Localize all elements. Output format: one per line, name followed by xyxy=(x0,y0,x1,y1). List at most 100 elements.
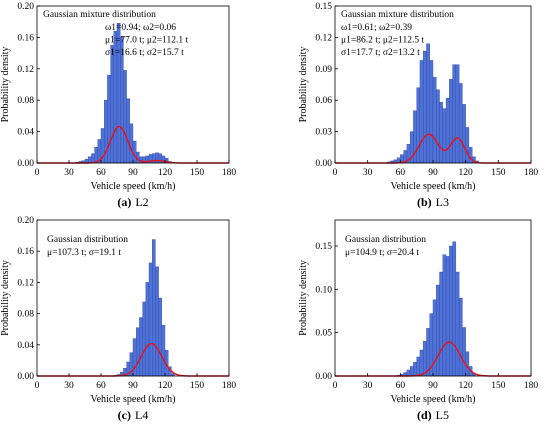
caption-text: L5 xyxy=(436,408,449,422)
histogram-bar xyxy=(452,241,457,377)
y-tick-label: 0.16 xyxy=(17,247,34,257)
histogram-bar xyxy=(406,369,411,377)
y-tick-label: 0.20 xyxy=(17,216,34,226)
histogram-bar xyxy=(445,256,450,377)
y-tick-label: 0.15 xyxy=(315,242,332,252)
x-tick-label: 60 xyxy=(96,381,106,391)
x-tick-label: 90 xyxy=(428,381,438,391)
y-tick-label: 0.12 xyxy=(17,278,34,288)
parameter-line: ω1=0.61; ω2=0.39 xyxy=(341,23,412,33)
histogram-bar xyxy=(419,60,424,164)
histogram-bar xyxy=(94,147,98,164)
caption-letter: (c) xyxy=(118,408,131,422)
parameter-line: μ1=77.0 t; μ2=112.1 t xyxy=(105,36,188,46)
histogram-bar xyxy=(148,262,153,377)
caption-letter: (b) xyxy=(417,195,432,209)
histogram-bar xyxy=(132,338,137,377)
histogram-bar xyxy=(91,153,95,164)
x-tick-label: 180 xyxy=(524,381,539,391)
histogram-bar xyxy=(152,153,156,164)
histogram-bar xyxy=(413,361,417,377)
y-tick-label: 0.00 xyxy=(17,372,34,382)
parameter-line: ω1=0.94; ω2=0.06 xyxy=(105,23,176,33)
x-tick-label: 120 xyxy=(158,381,173,391)
distribution-title: Gaussian mixture distribution xyxy=(341,10,454,20)
panel-caption: (d) L5 xyxy=(417,408,449,422)
chart-panel-l2: 0 30 60 90 120 150 180 0.00 0.04 0.08 0.12 0.16 0.20… xyxy=(0,2,236,209)
histogram-bar xyxy=(458,297,463,377)
parameter-line: σ1=17.7 t; σ2=13.2 t xyxy=(341,48,420,58)
x-tick-label: 30 xyxy=(64,381,74,391)
panel-caption: (b) L3 xyxy=(417,195,449,209)
histogram-bar xyxy=(145,282,150,377)
y-tick-label: 0.16 xyxy=(17,33,34,43)
y-axis-label: Probability density xyxy=(0,47,11,123)
histogram-bar xyxy=(139,317,143,377)
y-tick-label: 0.03 xyxy=(315,128,332,138)
y-tick-label: 0.05 xyxy=(315,329,332,339)
distribution-title: Gaussian distribution xyxy=(47,235,128,245)
y-tick-label: 0.00 xyxy=(17,159,34,169)
histogram-bar xyxy=(442,254,447,377)
x-tick-label: 120 xyxy=(158,168,173,178)
distribution-title: Gaussian mixture distribution xyxy=(43,10,156,20)
histogram-bar xyxy=(462,104,466,164)
histogram-bar xyxy=(436,284,440,377)
y-tick-label: 0.08 xyxy=(17,310,34,320)
parameter-line: μ=107.3 t; σ=19.1 t xyxy=(47,248,121,258)
x-tick-label: 0 xyxy=(35,381,40,391)
histogram-bar xyxy=(455,271,460,377)
distribution-title: Gaussian distribution xyxy=(345,235,426,245)
x-tick-label: 150 xyxy=(190,381,205,391)
y-tick-label: 0.04 xyxy=(17,128,34,138)
caption-text: L3 xyxy=(436,195,449,209)
x-axis-label: Vehicle speed (km/h) xyxy=(91,181,176,192)
histogram-bar xyxy=(110,45,114,164)
x-tick-label: 180 xyxy=(222,168,237,178)
x-tick-label: 30 xyxy=(363,168,373,178)
x-tick-label: 60 xyxy=(396,168,406,178)
y-tick-label: 0.12 xyxy=(315,33,332,43)
histogram-bar xyxy=(423,50,427,164)
histogram-bar xyxy=(419,349,424,377)
histogram-bar xyxy=(455,64,460,164)
histogram-bar xyxy=(132,140,137,164)
chart-panel-l3: 0 30 60 90 120 150 180 0.00 0.03 0.06 0.09 0.12 0.15… xyxy=(298,2,538,209)
histogram-bar xyxy=(439,271,443,377)
x-axis-label: Vehicle speed (km/h) xyxy=(391,181,476,192)
y-axis-label: Probability density xyxy=(0,260,11,336)
y-axis-label: Probability density xyxy=(298,260,309,336)
x-axis-label: Vehicle speed (km/h) xyxy=(91,394,176,405)
chart-panel-l4: 0 30 60 90 120 150 180 0.00 0.04 0.08 0.12 0.16 0.20… xyxy=(0,216,236,422)
x-tick-label: 180 xyxy=(524,168,539,178)
x-tick-label: 90 xyxy=(128,168,138,178)
histogram-bar xyxy=(462,327,466,377)
x-tick-label: 150 xyxy=(491,381,506,391)
histogram-bar xyxy=(468,147,473,164)
histogram-bar xyxy=(409,366,414,377)
histogram-bar xyxy=(432,76,437,164)
chart-panel-l5: 0 30 60 90 120 150 180 0.00 0.05 0.10 0.15 Vehicle … xyxy=(298,219,539,422)
x-tick-label: 0 xyxy=(35,168,40,178)
x-tick-label: 0 xyxy=(333,168,338,178)
histogram-bar xyxy=(416,356,421,377)
histogram-bar xyxy=(423,341,427,377)
histogram-bar xyxy=(416,87,421,164)
y-axis-label: Probability density xyxy=(298,47,309,123)
x-axis-label: Vehicle speed (km/h) xyxy=(391,394,476,405)
x-tick-label: 150 xyxy=(491,168,506,178)
histogram-bar xyxy=(436,89,440,164)
histogram-bar xyxy=(465,351,470,377)
histogram-bar xyxy=(142,301,146,377)
x-tick-label: 90 xyxy=(428,168,438,178)
y-tick-label: 0.00 xyxy=(315,372,332,382)
panel-caption: (a) L2 xyxy=(117,195,148,209)
histogram-bar xyxy=(155,152,159,164)
histogram-bar xyxy=(449,79,453,164)
y-tick-label: 0.08 xyxy=(17,96,34,106)
histogram-bar xyxy=(465,127,470,164)
x-tick-label: 180 xyxy=(222,381,237,391)
histogram-bar xyxy=(445,97,450,164)
x-tick-label: 0 xyxy=(333,381,338,391)
